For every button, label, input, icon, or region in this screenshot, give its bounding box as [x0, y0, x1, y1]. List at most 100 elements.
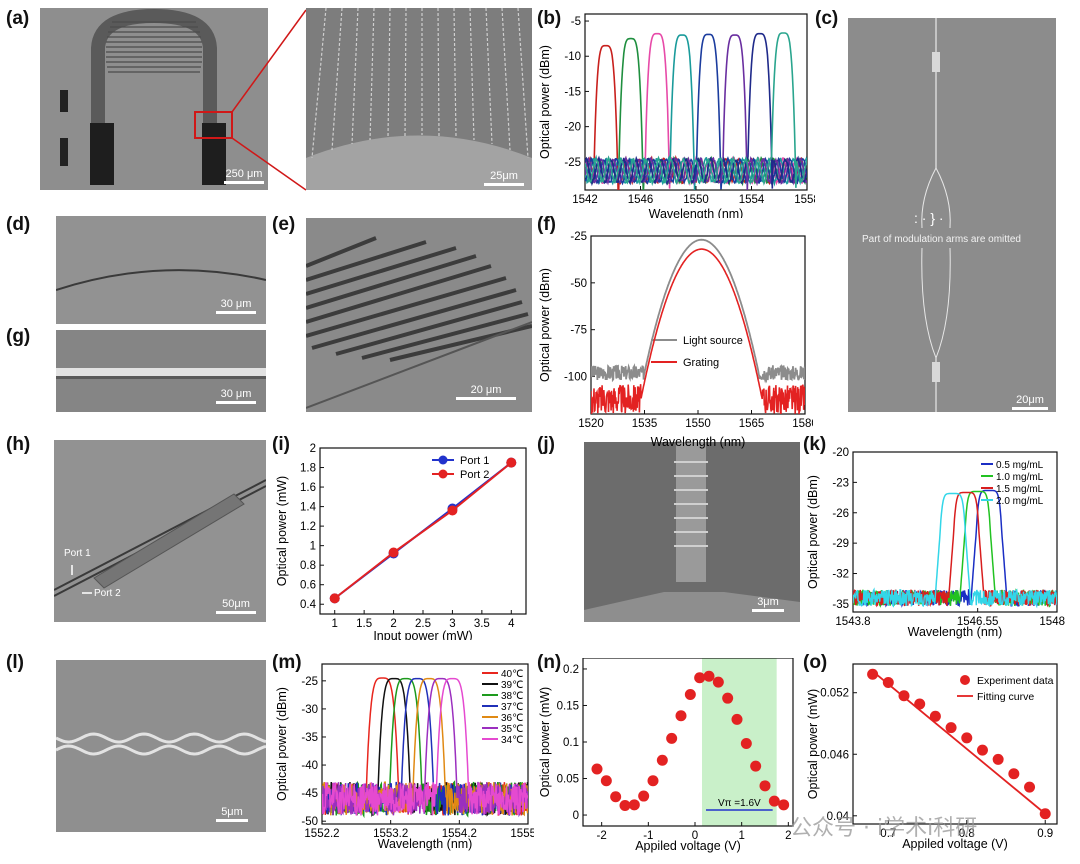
data-point: [882, 676, 894, 688]
x-tick-label-b: 1558: [794, 194, 815, 206]
data-point: [666, 732, 678, 744]
chart-b: 1542 1546 1550 1554 1558 -25 -20 -15 -10 -5 Wavele…: [538, 13, 815, 218]
x-tick-label-f: 1535: [632, 418, 658, 430]
y-tick-label-k: -23: [832, 477, 849, 489]
x-tick-label-m: 1552.2: [304, 828, 339, 840]
y-tick-label-n: 0: [573, 810, 579, 822]
y-tick-label-f: -75: [570, 325, 587, 337]
y-tick-label-i: 0.6: [300, 580, 316, 592]
panel-label-l: (l): [6, 652, 24, 673]
chart-f: 1520 1535 1550 1565 1580 -25 -50 -75 -100 Wavelen…: [538, 231, 813, 449]
legend-label-40℃: 40℃: [501, 669, 523, 680]
series-line-ch6: [585, 34, 807, 190]
y-tick-label-n: 0.1: [563, 737, 579, 749]
y-axis-label-m: Optical power (dBm): [275, 687, 289, 801]
chart-i: 1 1.5 2 2.5 3 3.5 40.40.60.811.21.41.61.82Inpu…: [275, 443, 527, 640]
legend-label-Port 2: Port 2: [460, 469, 489, 481]
chart-m: 1552.2 1553.2 1554.2 1555.2 -25 -30 -35 -40 -45 -…: [275, 663, 534, 851]
zoom-lines: [231, 9, 307, 191]
legend-label-2.0 mg/mL: 2.0 mg/mL: [996, 496, 1044, 507]
panel-label-h: (h): [6, 434, 31, 455]
watermark: 公众号 · i学术i科研: [790, 816, 978, 841]
y-tick-label-i: 1: [310, 541, 316, 553]
x-tick-label-f: 1580: [792, 418, 813, 430]
sem-e-drawing: [306, 236, 532, 409]
y-tick-label-m: -30: [301, 704, 318, 716]
panel-label-b: (b): [537, 8, 562, 29]
y-tick-label-n: 0.2: [563, 664, 579, 676]
y-tick-label-f: -50: [570, 278, 587, 290]
x-tick-label-f: 1565: [739, 418, 765, 430]
x-tick-label-k: 1546.55: [957, 616, 999, 628]
x-tick-label-f: 1550: [685, 418, 711, 430]
x-tick-label-i: 2: [390, 618, 396, 630]
scale-label-d: 30 μm: [220, 298, 252, 310]
legend-label-1.0 mg/mL: 1.0 mg/mL: [996, 472, 1044, 483]
data-point: [992, 753, 1004, 765]
x-tick-label-i: 2.5: [415, 618, 431, 630]
chart-k: 1543.8 1546.55 1548.3 -20 -23 -26 -29 -32 -35 Wav…: [806, 447, 1065, 639]
scale-label-j: 3μm: [757, 596, 779, 608]
panel-label-e: (e): [272, 214, 296, 235]
data-point: [778, 799, 790, 811]
x-tick-label-n: -2: [597, 830, 607, 842]
y-tick-label-k: -35: [832, 599, 849, 611]
y-tick-label-i: 1.6: [300, 482, 316, 494]
y-axis-label-n: Optical power (mW): [538, 687, 552, 797]
x-tick-label-b: 1550: [683, 194, 709, 206]
legend-label-39℃: 39℃: [501, 680, 523, 691]
scale-bar-a-zoom: 25μm: [484, 170, 524, 186]
scale-label-h: 50μm: [222, 598, 250, 610]
x-axis-label-f: Wavelength (nm): [651, 435, 746, 449]
panel-label-o: (o): [803, 652, 828, 673]
panel-label-a: (a): [6, 8, 30, 29]
data-point: [628, 799, 640, 811]
sem-image-h: Port 1 Port 2 50μm: [54, 440, 266, 622]
x-tick-label-b: 1542: [572, 194, 598, 206]
panel-label-f: (f): [537, 214, 556, 235]
y-tick-label-m: -45: [301, 788, 318, 800]
y-tick-label-i: 2: [310, 443, 316, 455]
y-tick-label-m: -40: [301, 760, 318, 772]
sem-image-l: 5μm: [56, 660, 266, 832]
scale-bar-e: 20 μm: [456, 384, 516, 400]
data-point: [647, 775, 659, 787]
plot-frame-k: [852, 451, 1058, 613]
x-tick-label-b: 1546: [628, 194, 654, 206]
legend-label-35℃: 35℃: [501, 724, 523, 735]
y-tick-label-o: 0.04: [827, 811, 850, 823]
legend-label-1.5 mg/mL: 1.5 mg/mL: [996, 484, 1044, 495]
data-point: [638, 790, 650, 802]
scale-label-e: 20 μm: [470, 384, 502, 396]
data-point: [1039, 808, 1051, 820]
x-tick-label-n: 2: [785, 830, 791, 842]
y-tick-label-o: 0.052: [820, 688, 849, 700]
vpi-label: Vπ =1.6V: [718, 798, 761, 809]
sem-image-c: : · } · Part of modulation arms are omit…: [848, 18, 1056, 412]
legend-label-experiment: Experiment data: [977, 675, 1054, 687]
data-point-Port 2: [388, 547, 399, 558]
sem-image-a-overview: 250 μm: [40, 8, 268, 190]
y-tick-label-i: 0.8: [300, 560, 316, 572]
scale-label-a: 250 μm: [225, 168, 263, 180]
y-tick-label-b: -5: [571, 16, 581, 28]
panel-label-i: (i): [272, 434, 290, 455]
y-axis-label-o: Optical power (mW): [806, 689, 820, 799]
y-tick-label-b: -15: [564, 86, 581, 98]
data-point: [712, 676, 724, 688]
sem-image-e: 20 μm: [306, 218, 532, 412]
y-tick-label-i: 0.4: [300, 599, 317, 611]
y-axis-label-f: Optical power (dBm): [538, 268, 552, 382]
series-line-2.0 mg/mL: [853, 492, 1057, 609]
x-axis-label-m: Wavelength (nm): [378, 837, 473, 851]
x-axis-label-k: Wavelength (nm): [908, 625, 1003, 639]
x-tick-label-m: 1553.2: [373, 828, 408, 840]
x-tick-label-i: 3: [449, 618, 455, 630]
panel-label-j: (j): [537, 434, 555, 455]
scale-bar-h: 50μm: [216, 598, 256, 614]
y-axis-label-k: Optical power (dBm): [806, 475, 820, 589]
y-tick-label-k: -26: [832, 508, 849, 520]
x-tick-label-m: 1555.2: [510, 828, 534, 840]
legend-marker-experiment: [960, 675, 970, 685]
series-line-Port 2: [334, 461, 512, 600]
